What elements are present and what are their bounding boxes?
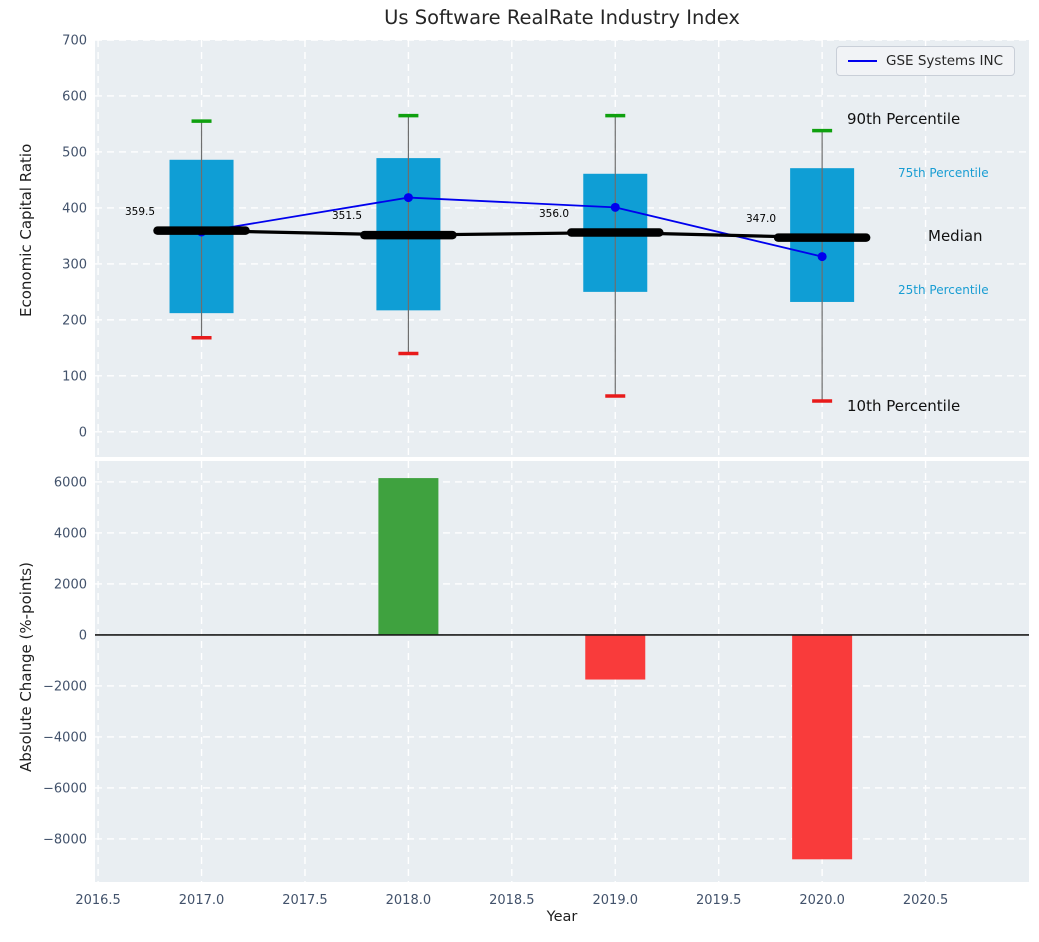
top-ytick-label: 100 (62, 369, 87, 384)
median-value-label-2018: 351.5 (332, 210, 363, 222)
top-y-axis-label: Economic Capital Ratio (17, 143, 35, 317)
bottom-ytick-label: 0 (79, 628, 87, 643)
change-bar-2018 (378, 478, 439, 635)
company-marker-2019 (610, 202, 620, 212)
legend-line-sample (848, 60, 877, 62)
bottom-ytick-label: 6000 (54, 475, 87, 490)
xtick-label: 2018.0 (386, 893, 432, 908)
company-marker-2018 (403, 193, 413, 203)
top-ytick-label: 0 (79, 425, 87, 440)
bottom-ytick-label: −8000 (43, 832, 87, 847)
change-bar-2019 (585, 634, 646, 680)
xtick-label: 2019.5 (696, 893, 742, 908)
bottom-ytick-label: −2000 (43, 679, 87, 694)
company-line (201, 196, 823, 258)
top-ytick-label: 500 (62, 145, 87, 160)
xtick-label: 2020.0 (799, 893, 845, 908)
top-ytick-label: 700 (62, 34, 87, 49)
annotation-25th-percentile: 25th Percentile (898, 283, 989, 297)
annotation-75th-percentile: 75th Percentile (898, 166, 989, 180)
company-marker-2020 (817, 252, 827, 262)
top-ytick-label: 300 (62, 257, 87, 272)
median-connector-line (201, 228, 823, 240)
xtick-label: 2017.0 (179, 893, 225, 908)
legend-label: GSE Systems INC (886, 53, 1004, 69)
annotation-median: Median (928, 227, 983, 245)
xtick-label: 2019.0 (593, 893, 639, 908)
xtick-label: 2017.5 (282, 893, 328, 908)
annotation-90th-percentile: 90th Percentile (847, 110, 961, 128)
bottom-ytick-label: −6000 (43, 781, 87, 796)
top-ytick-label: 400 (62, 201, 87, 216)
bottom-ytick-label: 4000 (54, 526, 87, 541)
median-value-label-2017: 359.5 (125, 206, 156, 218)
annotation-10th-percentile: 10th Percentile (847, 397, 961, 415)
xtick-label: 2020.5 (903, 893, 949, 908)
top-plot-background (95, 40, 1029, 457)
legend: GSE Systems INC (836, 46, 1016, 76)
chart-title: Us Software RealRate Industry Index (384, 6, 740, 29)
median-value-label-2019: 356.0 (539, 208, 570, 220)
bottom-ytick-label: 2000 (54, 577, 87, 592)
median-value-label-2020: 347.0 (746, 213, 777, 225)
x-axis-label: Year (546, 909, 578, 925)
top-ytick-label: 200 (62, 313, 87, 328)
bottom-plot-background (95, 461, 1029, 882)
xtick-label: 2018.5 (489, 893, 535, 908)
change-bar-2020 (792, 634, 853, 860)
xtick-label: 2016.5 (75, 893, 121, 908)
bottom-ytick-label: −4000 (43, 730, 87, 745)
bottom-y-axis-label: Absolute Change (%-points) (17, 562, 35, 772)
top-ytick-label: 600 (62, 89, 87, 104)
